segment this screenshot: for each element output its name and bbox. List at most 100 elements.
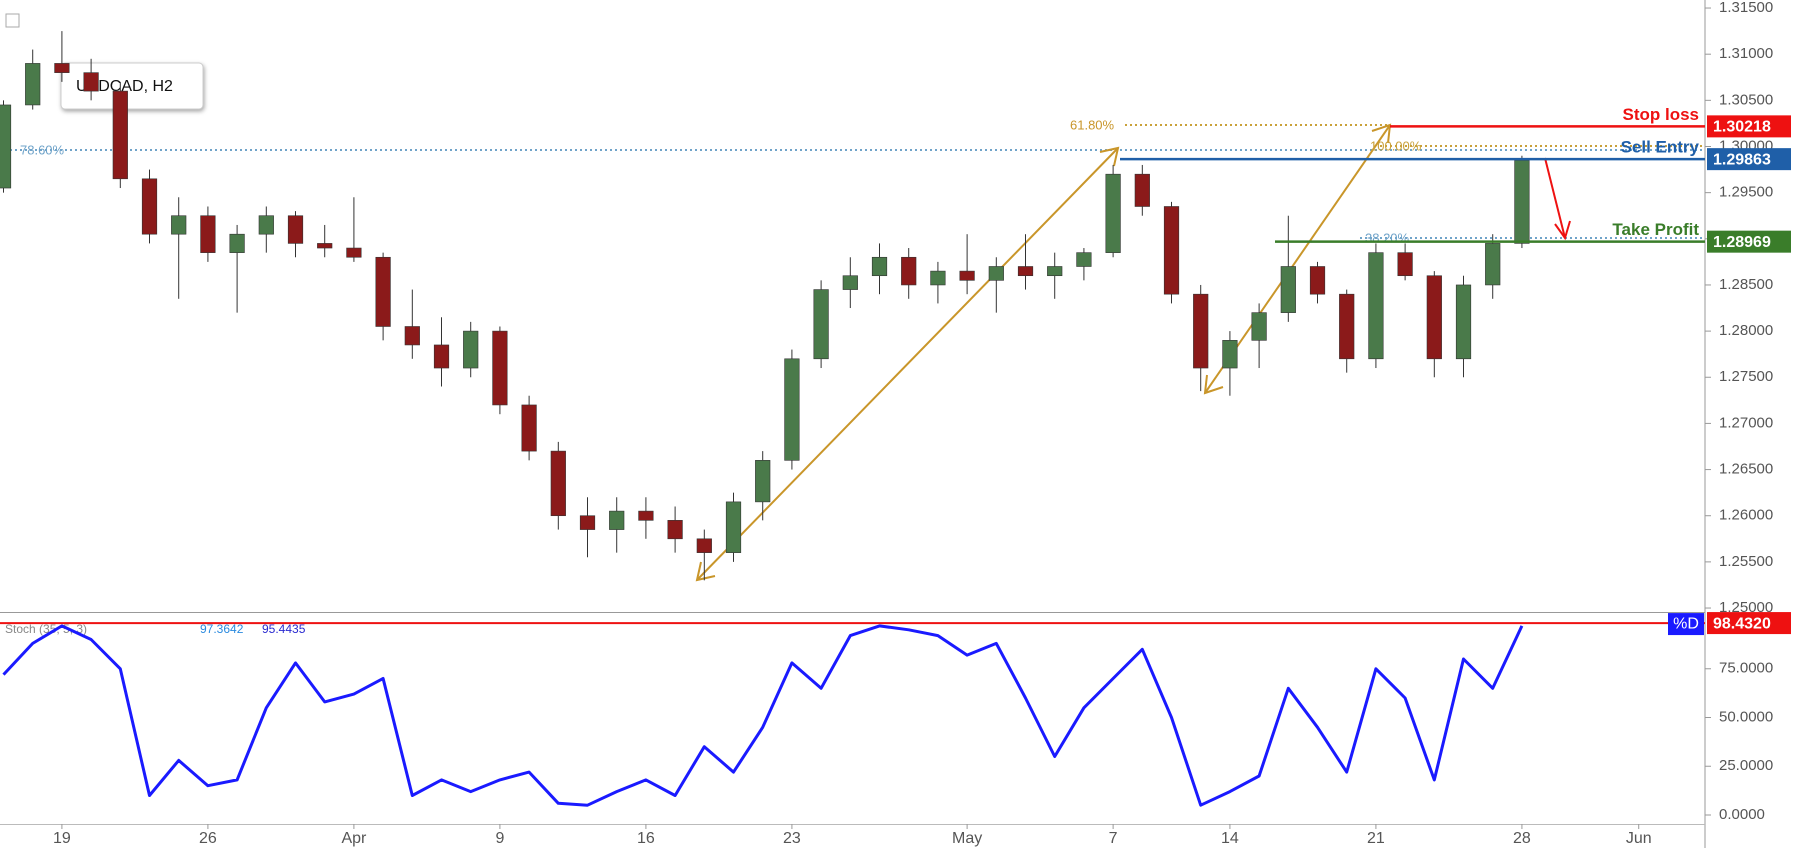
candle-body [83,72,99,92]
arrow-head [1203,374,1224,395]
fib-label: 78.60% [20,142,65,157]
y-tick-label: 1.26500 [1719,461,1773,478]
indicator-readout: 97.3642 [200,622,244,636]
y-tick-label: 75.0000 [1719,660,1773,677]
trend-arrow [696,147,1119,581]
x-tick-label: 16 [637,830,655,847]
level-tag [1707,230,1791,253]
candle-body [550,450,566,517]
indicator-title: Stoch (35, 5, 3) [5,622,87,636]
candle-body [871,256,888,277]
x-tick-label: 9 [495,830,504,847]
candle-body [404,326,420,346]
legend-entry: %D [1673,615,1699,632]
arrow-head [695,561,716,582]
y-tick-label: 1.25500 [1719,553,1773,570]
level-name: Stop loss [1622,105,1699,124]
x-tick-label: Apr [341,830,367,847]
candle-body [609,510,625,530]
y-tick-label: 1.28500 [1719,276,1773,293]
level-value: 1.30218 [1713,119,1771,136]
x-tick-label: 28 [1513,830,1531,847]
y-tick-label: 1.27000 [1719,414,1773,431]
candle-body [1455,284,1472,360]
candle-body [579,515,596,530]
candle-body [0,104,12,189]
x-tick-label: 7 [1109,830,1118,847]
level-name: Take Profit [1612,220,1699,239]
candle-body [842,275,858,290]
candle-body [988,266,1004,281]
candle-body [638,510,654,521]
y-tick-label: 1.26000 [1719,507,1773,524]
level-value: 1.29863 [1713,151,1771,168]
candle-body [492,330,508,406]
candle-body [1280,266,1296,313]
candle-body [521,404,537,452]
candle-body [1017,266,1034,277]
stoch-line [2,624,1524,807]
symbol-box: USDCAD, H2 [60,62,204,110]
candle-body [1514,160,1530,244]
candle-body [813,289,829,360]
candle-body [1368,252,1384,360]
indicator-readout: 95.4435 [262,622,306,636]
candle-body [433,344,450,369]
fib-label: 38.20% [1365,230,1410,245]
candle-body [229,233,245,253]
fib-label: 100.00% [1370,138,1422,153]
y-tick-label: 25.0000 [1719,757,1773,774]
y-tick-label: 1.31500 [1719,0,1773,16]
candle-body [1134,173,1150,207]
candle-body [784,358,800,461]
level-name: Sell Entry [1621,138,1700,157]
arrow-head [1099,146,1120,167]
candle-body [959,270,975,281]
level-tag [1707,612,1791,635]
arrow-head [1371,123,1392,144]
candle-body [1163,206,1180,295]
candle-body [930,270,946,286]
candle-body [258,215,274,235]
candle-body [200,215,216,253]
candle-body [463,330,479,369]
candle-body [287,215,304,244]
y-tick-label: 1.27500 [1719,368,1773,385]
y-tick-label: 50.0000 [1719,708,1773,725]
level-value: 1.28969 [1713,234,1771,251]
candle-body [1076,252,1092,267]
candle-body [1047,266,1063,277]
candle-body [696,538,712,553]
candle-body [755,460,771,503]
y-tick-label: 1.31000 [1719,45,1773,62]
y-tick-label: 1.29500 [1719,184,1773,201]
candle-body [1105,173,1121,253]
x-tick-label: 23 [783,830,801,847]
target-arrow [1544,157,1566,239]
candle-body [112,90,128,180]
arrow-head [1554,220,1571,241]
level-tag [1707,115,1791,138]
x-tick-label: 26 [199,830,217,847]
x-tick-label: 14 [1221,830,1239,847]
candle-body [375,256,391,327]
candle-body [1426,275,1442,360]
candle-body [1339,293,1355,360]
y-tick-label: 0.0000 [1719,806,1765,823]
y-tick-label: 1.28000 [1719,322,1773,339]
candle-body [1397,252,1413,277]
candle-body [54,63,70,73]
series-tag [1668,613,1704,636]
candle-body [667,520,683,540]
candle-body [25,63,41,106]
candle-body [346,247,362,258]
candle-body [317,243,333,249]
fib-label: 61.80% [1070,117,1115,132]
symbol-title: USDCAD, H2 [76,78,173,95]
collapse-icon[interactable] [5,13,20,28]
candle-body [171,215,187,235]
candle-body [1193,293,1209,369]
